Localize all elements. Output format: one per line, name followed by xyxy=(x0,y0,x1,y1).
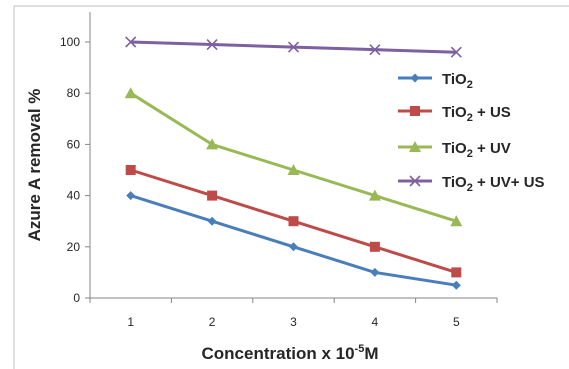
series-1-point xyxy=(451,280,461,290)
series-4-point xyxy=(125,36,137,48)
series-3-point xyxy=(206,138,219,150)
series-4-point xyxy=(369,44,381,56)
legend-swatch-marker xyxy=(410,106,420,116)
legend-swatch-marker-stroke xyxy=(409,175,421,187)
y-tick-label: 0 xyxy=(73,291,80,305)
legend-swatch-marker xyxy=(410,73,420,83)
series-1-point xyxy=(289,242,298,252)
legend-item-4: TiO2 + UV+ US xyxy=(398,174,545,194)
x-tick-label: 1 xyxy=(127,315,134,329)
legend-label: TiO2 + UV+ US xyxy=(442,174,545,194)
series-2-point xyxy=(369,241,380,252)
axes: 0 20 40 60 80 100 1 2 3 4 5 xyxy=(60,12,498,329)
series-2 xyxy=(125,165,462,278)
y-axis-label: Azure A removal % xyxy=(25,89,44,242)
legend-swatch-marker xyxy=(409,175,421,187)
legend-item-2: TiO2 + US xyxy=(398,104,511,124)
series-4-point-stroke xyxy=(369,44,381,56)
series-4-point-stroke xyxy=(450,46,462,58)
x-tick-label: 4 xyxy=(372,315,379,329)
series-layer xyxy=(124,36,463,290)
legend-label-subscript: 2 xyxy=(467,182,473,194)
x-tick-label: 2 xyxy=(209,315,216,329)
series-3-point xyxy=(287,164,300,175)
legend-label-subscript: 2 xyxy=(467,148,473,160)
series-4-point-stroke xyxy=(206,38,218,51)
x-axis-label-unit: M xyxy=(364,344,378,363)
legend-label-subscript: 2 xyxy=(467,79,473,91)
series-2-point xyxy=(451,267,462,278)
series-3-point xyxy=(368,189,381,201)
series-4-point xyxy=(206,38,218,51)
y-tick-label: 60 xyxy=(67,137,81,151)
series-4 xyxy=(125,36,462,58)
series-1 xyxy=(126,191,461,290)
legend-label-main: TiO xyxy=(442,104,467,121)
legend-item-3: TiO2 + UV xyxy=(398,140,511,160)
x-tick-label: 3 xyxy=(290,315,297,329)
series-4-point xyxy=(287,41,300,53)
legend-label-main: TiO xyxy=(442,71,467,88)
series-2-point xyxy=(207,190,218,201)
series-1-point xyxy=(126,191,136,201)
legend-label-subscript: 2 xyxy=(467,112,473,124)
legend-label-suffix: + US xyxy=(473,104,511,121)
series-4-point-stroke xyxy=(287,41,300,53)
legend-label: TiO2 + US xyxy=(442,104,511,124)
series-3 xyxy=(124,87,463,227)
legend-label: TiO2 + UV xyxy=(442,140,511,160)
series-1-point xyxy=(207,216,217,226)
series-3-point xyxy=(450,215,463,227)
y-tick-label: 100 xyxy=(60,35,80,49)
x-axis-label-main: Concentration x 10 xyxy=(202,344,355,363)
x-tick-label: 5 xyxy=(453,315,460,329)
series-1-point xyxy=(370,267,380,277)
y-tick-label: 20 xyxy=(67,240,81,254)
series-2-point xyxy=(288,216,299,227)
legend-label-suffix: + UV xyxy=(473,140,511,157)
legend-label-suffix: + UV+ US xyxy=(473,174,545,191)
series-4-point-stroke xyxy=(125,36,137,48)
x-axis-label-exponent: -5 xyxy=(355,343,365,355)
legend-label-main: TiO xyxy=(442,174,467,191)
y-tick-label: 80 xyxy=(67,86,81,100)
legend-swatch-marker xyxy=(409,141,421,152)
series-3-point xyxy=(124,87,137,99)
x-axis-label: Concentration x 10-5M xyxy=(202,343,379,363)
y-tick-label: 40 xyxy=(67,189,81,203)
series-4-point xyxy=(450,46,462,58)
legend-label: TiO2 xyxy=(442,71,473,91)
legend-item-1: TiO2 xyxy=(398,71,473,91)
series-2-point xyxy=(125,165,136,175)
legend-label-main: TiO xyxy=(442,140,467,157)
